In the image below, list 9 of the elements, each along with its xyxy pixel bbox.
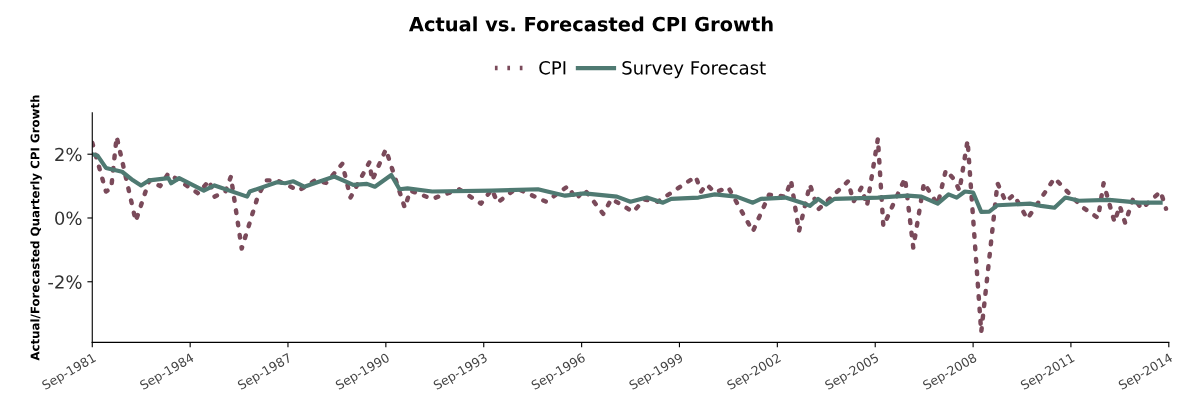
y-tick-label: -2% (48, 275, 82, 289)
legend-label: Survey Forecast (622, 60, 766, 79)
y-tick-label: 0% (55, 211, 82, 226)
y-tick-label: 2% (55, 147, 82, 162)
chart-title: Actual vs. Forecasted CPI Growth (408, 16, 773, 32)
legend-label: CPI (539, 60, 566, 75)
line-series (92, 152, 1163, 215)
line-series (92, 134, 1169, 335)
y-axis-title: Actual/Forecasted Quarterly CPI Growth (30, 95, 42, 361)
